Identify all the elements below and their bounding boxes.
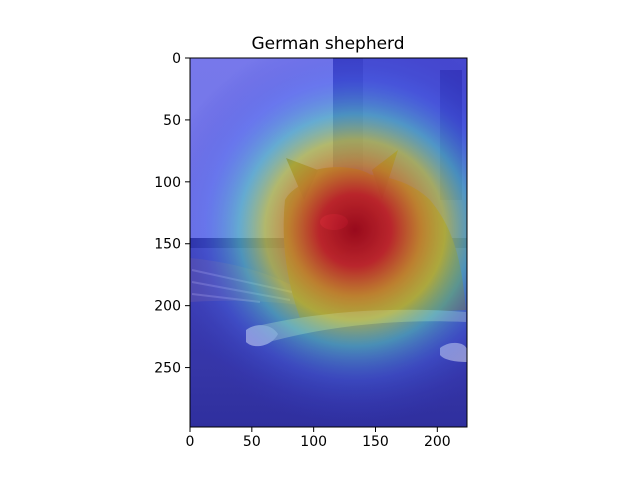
heatmap-overlay [190, 58, 467, 427]
y-tick-label: 200 [154, 299, 181, 315]
y-tick-label: 50 [163, 113, 181, 129]
y-tick-label: 250 [154, 361, 181, 377]
x-tick-label: 50 [243, 434, 261, 450]
y-axis: 0 50 100 150 200 250 [154, 51, 190, 377]
x-axis: 0 50 100 150 200 [186, 427, 451, 450]
image-panel [190, 58, 467, 427]
x-tick-label: 100 [300, 434, 327, 450]
x-tick-label: 200 [424, 434, 451, 450]
y-tick-label: 0 [172, 51, 181, 67]
axes-frame [189, 57, 468, 428]
y-tick-label: 150 [154, 237, 181, 253]
jet-tint [190, 58, 467, 427]
x-tick-label: 0 [186, 434, 195, 450]
figure-title: German shepherd [251, 34, 404, 54]
x-tick-label: 150 [362, 434, 389, 450]
y-tick-label: 100 [154, 175, 181, 191]
